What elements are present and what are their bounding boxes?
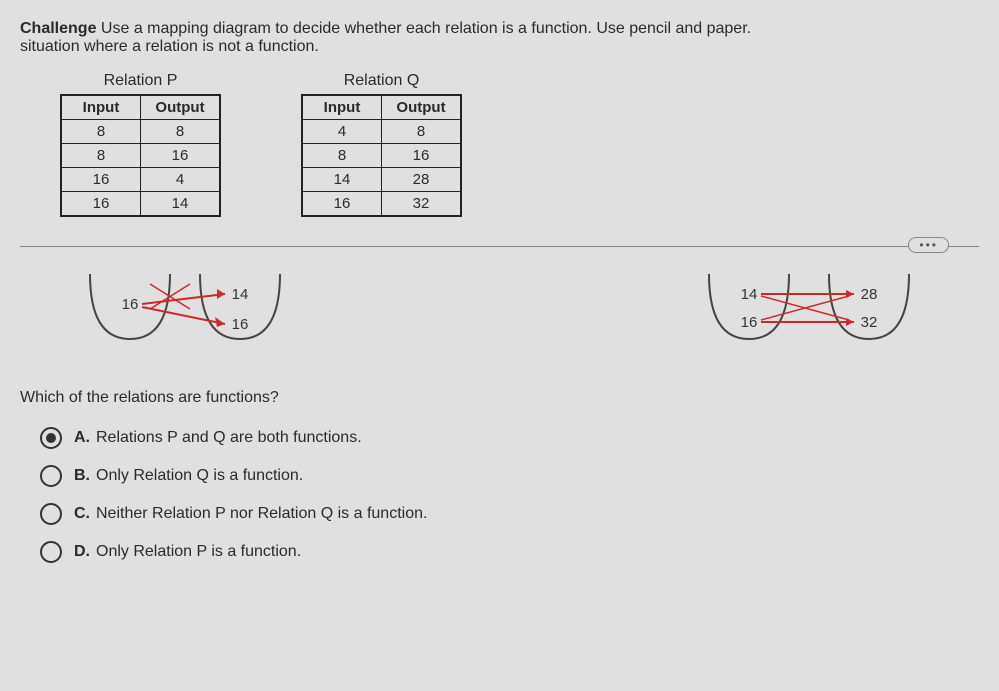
- arrow-head-icon: [217, 289, 225, 299]
- option-letter: B.: [74, 467, 90, 484]
- diagram-p-left-label: 16: [122, 296, 139, 313]
- option-text: Only Relation Q is a function.: [96, 467, 303, 484]
- radio-icon: [40, 465, 62, 487]
- table-row: 1428: [302, 168, 461, 192]
- relation-p-title: Relation P: [60, 72, 221, 90]
- option-a[interactable]: A. Relations P and Q are both functions.: [40, 427, 979, 449]
- table-header: Output: [141, 95, 221, 120]
- diagram-q: 14 16 28 32: [699, 269, 919, 359]
- option-text: Relations P and Q are both functions.: [96, 429, 362, 446]
- table-row: 1632: [302, 192, 461, 217]
- options-group: A.Relations P and Q are both functions. …: [20, 427, 979, 563]
- relation-p: Relation P Input Output 88 816 164 1614: [60, 72, 221, 217]
- table-header: Output: [382, 95, 462, 120]
- challenge-prompt: Challenge Use a mapping diagram to decid…: [20, 20, 979, 56]
- option-letter: A.: [74, 429, 90, 446]
- table-row: 164: [61, 168, 220, 192]
- option-b[interactable]: B. Only Relation Q is a function.: [40, 465, 979, 487]
- relation-q: Relation Q Input Output 48 816 1428 1632: [301, 72, 462, 217]
- radio-icon: [40, 503, 62, 525]
- option-text: Neither Relation P nor Relation Q is a f…: [96, 505, 427, 522]
- option-d[interactable]: D. Only Relation P is a function.: [40, 541, 979, 563]
- radio-icon: [40, 541, 62, 563]
- diagram-q-left-label-2: 16: [741, 314, 758, 331]
- diagram-q-svg: 14 16 28 32: [699, 269, 919, 359]
- diagrams-row: 16 14 16 14 16 28 32: [20, 269, 979, 359]
- table-header: Input: [302, 95, 382, 120]
- option-text: Only Relation P is a function.: [96, 543, 301, 560]
- ellipsis-button[interactable]: •••: [908, 237, 949, 253]
- divider: •••: [20, 237, 979, 255]
- diagram-p-right-label-1: 14: [232, 286, 249, 303]
- radio-icon: [40, 427, 62, 449]
- table-row: 1614: [61, 192, 220, 217]
- diagram-q-right-label-1: 28: [861, 286, 878, 303]
- relation-q-table: Input Output 48 816 1428 1632: [301, 94, 462, 217]
- relation-p-table: Input Output 88 816 164 1614: [60, 94, 221, 217]
- divider-line: [20, 246, 979, 247]
- arrow-line: [142, 307, 225, 324]
- table-row: 816: [61, 144, 220, 168]
- table-row: 88: [61, 120, 220, 144]
- prompt-line2: situation where a relation is not a func…: [20, 38, 319, 55]
- table-row: 816: [302, 144, 461, 168]
- diagram-p: 16 14 16: [80, 269, 290, 359]
- diagram-q-right-label-2: 32: [861, 314, 878, 331]
- arrow-head-icon: [215, 317, 225, 327]
- challenge-label: Challenge: [20, 20, 96, 37]
- prompt-line1: Use a mapping diagram to decide whether …: [101, 20, 751, 37]
- question-text: Which of the relations are functions?: [20, 389, 979, 407]
- diagram-p-svg: 16 14 16: [80, 269, 290, 359]
- relation-q-title: Relation Q: [301, 72, 462, 90]
- table-row: 48: [302, 120, 461, 144]
- option-letter: D.: [74, 543, 90, 560]
- diagram-q-left-label-1: 14: [741, 286, 758, 303]
- option-letter: C.: [74, 505, 90, 522]
- option-c[interactable]: C. Neither Relation P nor Relation Q is a…: [40, 503, 979, 525]
- diagram-p-right-label-2: 16: [232, 316, 249, 333]
- tables-row: Relation P Input Output 88 816 164 1614 …: [20, 72, 979, 217]
- table-header: Input: [61, 95, 141, 120]
- arrow-line: [142, 294, 225, 304]
